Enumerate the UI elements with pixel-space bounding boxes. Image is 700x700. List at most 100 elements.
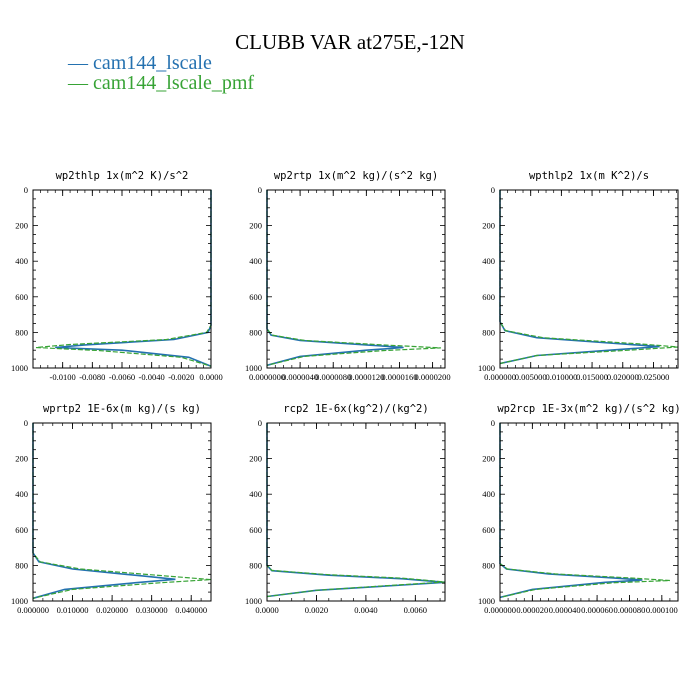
series-line-lscale-pmf xyxy=(35,190,212,367)
chart-panel-1: wp2thlp 1x(m^2 K)/s^2 0 200 400 600 800 1000 -0… xyxy=(11,170,223,382)
series-line-lscale-pmf xyxy=(32,423,212,599)
x-tick-label: 0.010000 xyxy=(545,372,577,382)
chart-panel-2: wp2rtp 1x(m^2 kg)/(s^2 kg) 0 200 400 600 800 1… xyxy=(245,170,451,382)
y-tick-label: 600 xyxy=(482,292,495,302)
panel-title: wp2rcp 1E-3x(m^2 kg)/(s^2 kg) xyxy=(497,403,680,415)
x-tick-label: -0.0020 xyxy=(168,372,194,382)
x-tick-label: 0.020000 xyxy=(96,605,128,615)
plot-frame xyxy=(499,422,679,602)
y-tick-label: 200 xyxy=(482,454,495,464)
x-tick-label: 0.0000200 xyxy=(415,372,451,382)
y-tick-label: 400 xyxy=(482,256,495,266)
y-tick-label: 800 xyxy=(482,560,495,570)
y-tick-label: 600 xyxy=(15,292,28,302)
y-tick-label: 0 xyxy=(491,185,495,195)
x-tick-label: 0.040000 xyxy=(175,605,207,615)
x-tick-label: 0.005000 xyxy=(515,372,547,382)
y-tick-label: 1000 xyxy=(478,363,495,373)
chart-panel-4: wprtp2 1E-6x(m kg)/(s kg) 0 200 400 600 800 10… xyxy=(11,403,212,615)
x-tick-label: 0.030000 xyxy=(136,605,168,615)
legend-item-2: — cam144_lscale_pmf xyxy=(67,72,254,94)
y-tick-label: 400 xyxy=(15,489,28,499)
y-tick-label: 1000 xyxy=(478,596,495,606)
x-tick-label: 0.000080 xyxy=(614,605,646,615)
chart-panel-5: rcp2 1E-6x(kg^2)/(kg^2) 0 200 400 600 800 1000… xyxy=(245,403,446,615)
panel-title: wp2rtp 1x(m^2 kg)/(s^2 kg) xyxy=(274,170,438,182)
chart-panels: wp2thlp 1x(m^2 K)/s^2 0 200 400 600 800 1000 -0… xyxy=(11,170,681,615)
legend-item-1: — cam144_lscale xyxy=(67,52,212,74)
y-tick-label: 800 xyxy=(249,560,262,570)
y-tick-label: 800 xyxy=(15,327,28,337)
y-tick-label: 600 xyxy=(249,292,262,302)
series-line-lscale xyxy=(266,423,446,598)
x-tick-label: 0.000040 xyxy=(549,605,581,615)
y-tick-label: 200 xyxy=(249,454,262,464)
y-tick-label: 600 xyxy=(249,525,262,535)
y-tick-label: 1000 xyxy=(11,363,28,373)
y-tick-label: 0 xyxy=(258,418,262,428)
y-tick-label: 0 xyxy=(24,418,28,428)
panel-title: wpthlp2 1x(m K^2)/s xyxy=(529,170,649,182)
y-tick-label: 200 xyxy=(249,221,262,231)
y-tick-label: 400 xyxy=(249,256,262,266)
x-tick-label: 0.000000 xyxy=(484,605,516,615)
x-tick-label: 0.000100 xyxy=(646,605,678,615)
series-line-lscale xyxy=(266,190,404,367)
x-tick-label: -0.0080 xyxy=(79,372,105,382)
series-line-lscale xyxy=(499,190,660,365)
x-tick-label: 0.000000 xyxy=(17,605,49,615)
x-tick-label: 0.000060 xyxy=(581,605,613,615)
panel-title: rcp2 1E-6x(kg^2)/(kg^2) xyxy=(283,403,428,415)
x-tick-label: 0.0000080 xyxy=(315,372,351,382)
y-tick-label: 600 xyxy=(482,525,495,535)
x-tick-label: 0.0060 xyxy=(404,605,427,615)
y-tick-label: 200 xyxy=(482,221,495,231)
y-tick-label: 1000 xyxy=(245,596,262,606)
x-tick-label: 0.0000160 xyxy=(381,372,417,382)
x-tick-label: 0.0000120 xyxy=(348,372,384,382)
x-tick-label: 0.0000 xyxy=(199,372,222,382)
x-tick-label: -0.0040 xyxy=(139,372,165,382)
x-tick-label: 0.025000 xyxy=(638,372,670,382)
y-tick-label: 1000 xyxy=(11,596,28,606)
x-tick-label: 0.000000 xyxy=(484,372,516,382)
x-tick-label: 0.0000040 xyxy=(282,372,318,382)
y-tick-label: 800 xyxy=(249,327,262,337)
y-tick-label: 1000 xyxy=(245,363,262,373)
y-tick-label: 200 xyxy=(15,454,28,464)
x-tick-label: -0.0100 xyxy=(50,372,76,382)
y-tick-label: 800 xyxy=(15,560,28,570)
x-tick-label: 0.0020 xyxy=(305,605,328,615)
series-line-lscale-pmf xyxy=(499,190,679,365)
figure-title: CLUBB VAR at275E,-12N xyxy=(235,30,465,54)
y-tick-label: 400 xyxy=(15,256,28,266)
series-line-lscale xyxy=(32,423,176,600)
y-tick-label: 800 xyxy=(482,327,495,337)
x-tick-label: 0.010000 xyxy=(57,605,89,615)
x-tick-label: -0.0060 xyxy=(109,372,135,382)
y-tick-label: 0 xyxy=(491,418,495,428)
panel-title: wprtp2 1E-6x(m kg)/(s kg) xyxy=(43,403,201,415)
panel-title: wp2thlp 1x(m^2 K)/s^2 xyxy=(56,170,189,182)
x-tick-label: 0.015000 xyxy=(576,372,608,382)
chart-panel-3: wpthlp2 1x(m K^2)/s020040060080010000.00… xyxy=(478,170,679,382)
series-line-lscale xyxy=(55,190,212,367)
plot-frame xyxy=(266,189,446,369)
x-tick-label: 0.0000 xyxy=(255,605,278,615)
chart-panel-6: wp2rcp 1E-3x(m^2 kg)/(s^2 kg)0 200 400 600 8… xyxy=(478,403,681,615)
y-tick-label: 0 xyxy=(24,185,28,195)
series-line-lscale-pmf xyxy=(266,423,446,598)
x-tick-label: 0.000020 xyxy=(516,605,548,615)
y-tick-label: 400 xyxy=(249,489,262,499)
x-tick-label: 0.0000000 xyxy=(249,372,285,382)
y-tick-label: 400 xyxy=(482,489,495,499)
series-line-lscale-pmf xyxy=(266,190,441,366)
x-tick-label: 0.0040 xyxy=(354,605,377,615)
y-tick-label: 600 xyxy=(15,525,28,535)
y-tick-label: 0 xyxy=(258,185,262,195)
plot-frame xyxy=(266,422,446,602)
series-line-lscale xyxy=(499,423,643,599)
y-tick-label: 200 xyxy=(15,221,28,231)
x-tick-label: 0.020000 xyxy=(607,372,639,382)
